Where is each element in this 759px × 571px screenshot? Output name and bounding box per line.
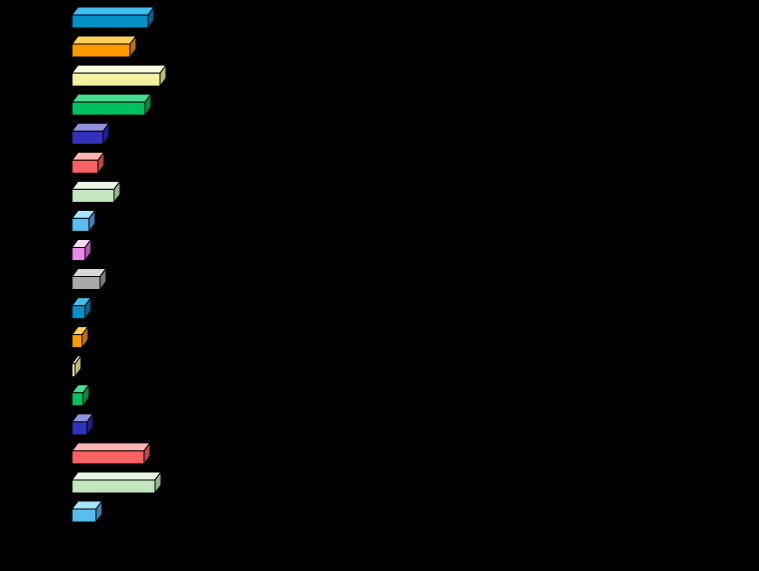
bar-3d	[71, 267, 107, 292]
bar-top-face	[71, 35, 137, 45]
bar-front-face	[71, 421, 88, 436]
bar-3d	[71, 441, 151, 466]
bar-3d	[71, 383, 90, 408]
bar-front-face	[71, 72, 161, 87]
bar-3d	[71, 296, 92, 321]
bar-top-face	[71, 471, 162, 481]
bar-3d	[71, 150, 105, 175]
bar-front-face	[71, 276, 101, 291]
bar-3d	[71, 470, 162, 495]
bar-front-face	[71, 217, 90, 232]
bar-front-face	[71, 188, 115, 203]
bar-3d	[71, 208, 96, 233]
bar-3d	[71, 121, 110, 146]
bar-front-face	[71, 450, 145, 465]
bar-top-face	[71, 64, 167, 74]
bar-3d	[71, 63, 167, 88]
bar-front-face	[71, 363, 76, 378]
bar-top-face	[71, 180, 121, 190]
bar-3d	[71, 179, 121, 204]
bar-front-face	[71, 392, 84, 407]
bar-front-face	[71, 43, 131, 58]
bar-top-face	[71, 442, 151, 452]
bar-3d	[71, 5, 155, 30]
bar-front-face	[71, 334, 83, 349]
bar-front-face	[71, 130, 104, 145]
bar-front-face	[71, 14, 149, 29]
bar-front-face	[71, 508, 97, 523]
bar-3d	[71, 499, 103, 524]
bar-front-face	[71, 101, 146, 116]
bar-front-face	[71, 479, 156, 494]
bar-3d	[71, 92, 152, 117]
bar-top-face	[71, 6, 155, 16]
bar-3d	[71, 412, 94, 437]
bar-top-face	[71, 93, 152, 103]
bar-front-face	[71, 159, 99, 174]
bar-3d	[71, 237, 92, 262]
bar-front-face	[71, 246, 86, 261]
bar-front-face	[71, 305, 86, 320]
bar-3d	[71, 325, 89, 350]
bar-3d	[71, 34, 137, 59]
bar-3d	[71, 354, 82, 379]
